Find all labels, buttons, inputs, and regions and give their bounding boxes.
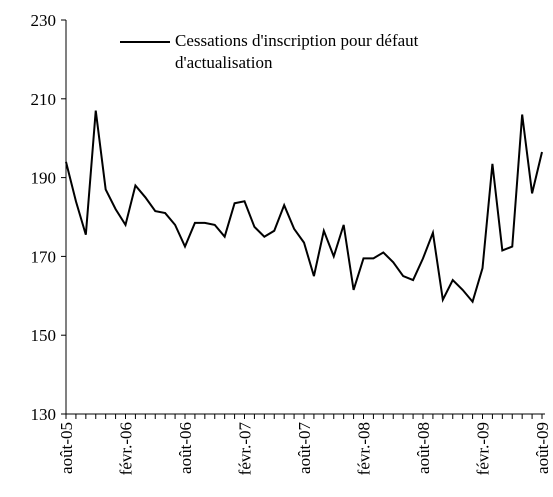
y-tick-label: 190 [31,169,57,188]
legend-label: Cessations d'inscription pour défaut d'a… [175,30,475,74]
y-tick-label: 150 [31,326,57,345]
y-tick-label: 130 [31,405,57,424]
x-tick-label: août-07 [295,422,314,474]
x-tick-label: août-09 [533,422,552,474]
x-tick-label: févr.-09 [474,422,493,475]
y-tick-label: 230 [31,11,57,30]
x-tick-label: août-08 [414,422,433,474]
x-tick-label: août-05 [57,422,76,474]
y-tick-label: 210 [31,90,57,109]
line-series [65,110,543,304]
x-tick-label: févr.-07 [236,422,255,476]
x-tick-label: févr.-06 [117,422,136,475]
x-tick-label: févr.-08 [355,422,374,475]
y-tick-label: 170 [31,247,57,266]
x-tick-label: août-06 [176,422,195,474]
